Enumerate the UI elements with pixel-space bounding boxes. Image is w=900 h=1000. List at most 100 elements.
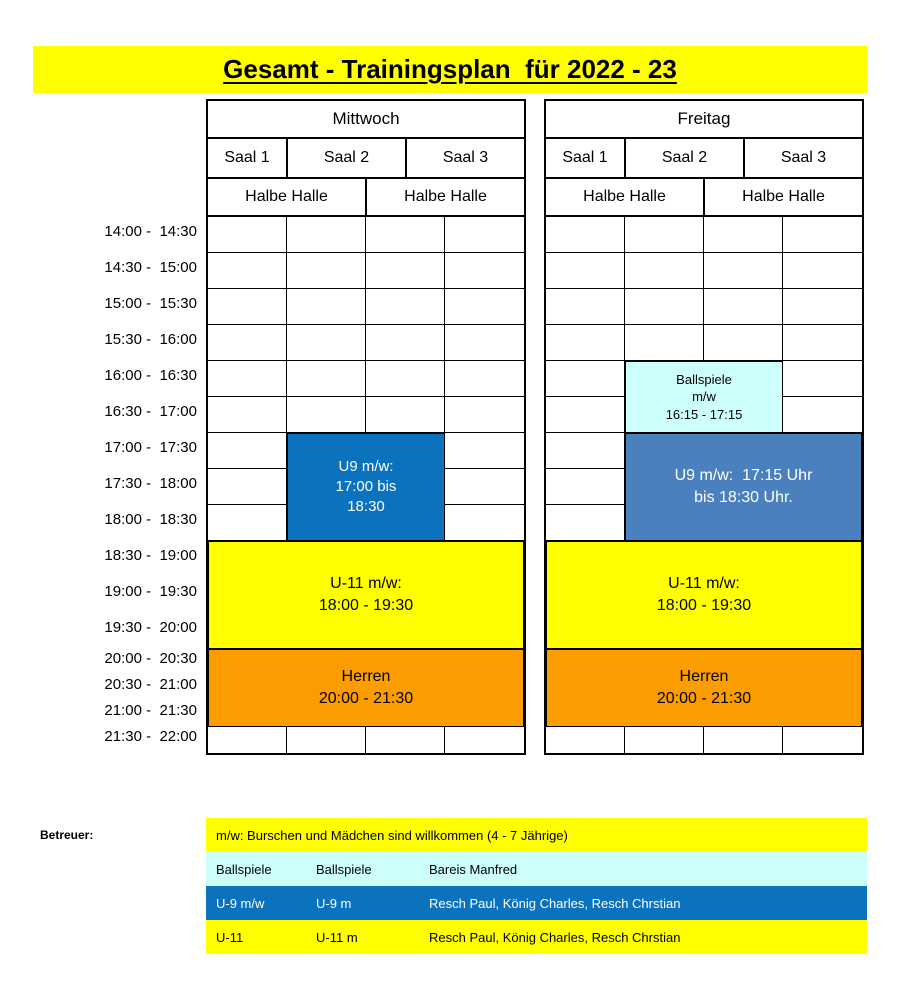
schedule-cell[interactable] (445, 361, 524, 397)
betreuer-label: Betreuer: (40, 828, 94, 842)
schedule-cell[interactable] (445, 433, 524, 469)
time-slot-label: 20:30 - 21:00 (104, 675, 197, 693)
schedule-cell[interactable] (625, 325, 704, 361)
schedule-cell[interactable] (546, 253, 625, 289)
schedule-cell[interactable] (208, 361, 287, 397)
day-table-freitag: Freitag Saal 1 Saal 2 Saal 3 Halbe Halle Halb… (544, 99, 864, 755)
schedule-cell[interactable] (208, 433, 287, 469)
schedule-cell[interactable] (208, 505, 287, 541)
schedule-cell[interactable] (445, 397, 524, 433)
schedule-cell[interactable] (287, 397, 366, 433)
schedule-cell[interactable] (546, 727, 625, 753)
schedule-cell[interactable] (445, 325, 524, 361)
event-block-u11-freitag[interactable]: U-11 m/w: 18:00 - 19:30 (546, 541, 862, 649)
schedule-cell[interactable] (783, 289, 862, 325)
schedule-cell[interactable] (287, 289, 366, 325)
legend-row-legend-u9: U-9 m/w U-9 m Resch Paul, König Charles, R… (206, 886, 867, 920)
legend-group-alt: U-11 m (316, 929, 358, 945)
event-line: U9 m/w: (338, 457, 394, 475)
time-slot-label: 19:30 - 20:00 (104, 618, 197, 636)
saal-header-row: Saal 1 Saal 2 Saal 3 (208, 139, 524, 179)
event-line: U9 m/w: 17:15 Uhr (674, 467, 813, 485)
schedule-cell[interactable] (445, 253, 524, 289)
event-block-u9-mittwoch[interactable]: U9 m/w: 17:00 bis 18:30 (287, 433, 445, 541)
schedule-cell[interactable] (625, 217, 704, 253)
schedule-cell[interactable] (783, 325, 862, 361)
event-line: Herren (679, 668, 729, 686)
halle-header-2: Halbe Halle (404, 188, 487, 205)
schedule-cell[interactable] (366, 325, 445, 361)
event-block-ballspiele-freitag[interactable]: Ballspiele m/w 16:15 - 17:15 (625, 361, 783, 433)
schedule-cell[interactable] (366, 361, 445, 397)
event-block-herren-mittwoch[interactable]: Herren 20:00 - 21:30 (208, 649, 524, 727)
event-line: U-11 m/w: (330, 575, 402, 593)
schedule-cell[interactable] (287, 361, 366, 397)
halle-header-1: Halbe Halle (208, 179, 367, 215)
time-slot-label: 14:30 - 15:00 (104, 258, 197, 276)
schedule-cell[interactable] (287, 253, 366, 289)
schedule-cell[interactable] (704, 253, 783, 289)
schedule-cell[interactable] (783, 361, 862, 397)
schedule-cell[interactable] (546, 289, 625, 325)
schedule-cell[interactable] (546, 361, 625, 397)
event-block-herren-freitag[interactable]: Herren 20:00 - 21:30 (546, 649, 862, 727)
saal-header-2: Saal 2 (288, 139, 407, 177)
saal-header-1: Saal 1 (546, 139, 626, 177)
schedule-cell[interactable] (366, 289, 445, 325)
schedule-cell[interactable] (625, 253, 704, 289)
schedule-cell[interactable] (783, 253, 862, 289)
schedule-cell[interactable] (366, 727, 445, 753)
schedule-cell[interactable] (546, 325, 625, 361)
schedule-cell[interactable] (783, 217, 862, 253)
schedule-cell[interactable] (208, 727, 287, 753)
saal-header-1: Saal 1 (208, 139, 288, 177)
schedule-cell[interactable] (783, 727, 862, 753)
title-banner: Gesamt - Trainingsplan für 2022 - 23 (33, 46, 867, 93)
schedule-cell[interactable] (366, 217, 445, 253)
saal-header-3: Saal 3 (780, 149, 827, 166)
legend-group-alt: Ballspiele (316, 861, 372, 877)
schedule-cell[interactable] (445, 727, 524, 753)
time-slot-label: 20:00 - 20:30 (104, 649, 197, 667)
schedule-cell[interactable] (208, 253, 287, 289)
event-block-u9-freitag[interactable]: U9 m/w: 17:15 Uhr bis 18:30 Uhr. (625, 433, 862, 541)
schedule-cell[interactable] (704, 289, 783, 325)
schedule-cell[interactable] (208, 289, 287, 325)
schedule-cell[interactable] (208, 325, 287, 361)
schedule-cell[interactable] (287, 217, 366, 253)
legend-group: U-11 (216, 929, 244, 945)
event-block-u11-mittwoch[interactable]: U-11 m/w: 18:00 - 19:30 (208, 541, 524, 649)
schedule-cell[interactable] (445, 289, 524, 325)
schedule-cell[interactable] (445, 469, 524, 505)
day-title: Mittwoch (208, 101, 524, 139)
schedule-cell[interactable] (287, 325, 366, 361)
halle-header-1: Halbe Halle (546, 179, 705, 215)
schedule-cell[interactable] (625, 289, 704, 325)
schedule-cell[interactable] (546, 433, 625, 469)
schedule-cell[interactable] (208, 217, 287, 253)
schedule-cell[interactable] (208, 397, 287, 433)
grid-body: Ballspiele m/w 16:15 - 17:15 U9 m/w: 17:15 … (546, 217, 862, 753)
schedule-cell[interactable] (208, 469, 287, 505)
schedule-cell[interactable] (366, 253, 445, 289)
schedule-cell[interactable] (287, 727, 366, 753)
time-slot-label: 18:00 - 18:30 (104, 510, 197, 528)
schedule-cell[interactable] (445, 217, 524, 253)
saal-header-3: Saal 3 (442, 149, 489, 166)
schedule-cell[interactable] (546, 469, 625, 505)
schedule-cell[interactable] (704, 217, 783, 253)
legend-group: U-9 m/w (216, 895, 265, 911)
schedule-cell[interactable] (783, 397, 862, 433)
time-slot-label: 14:00 - 14:30 (104, 222, 197, 240)
event-line: 18:00 - 19:30 (318, 597, 414, 614)
schedule-cell[interactable] (445, 505, 524, 541)
halle-header-2: Halbe Halle (742, 188, 825, 205)
time-row-list: 14:00 - 14:30 14:30 - 15:00 15:00 - 15:30 1… (33, 213, 205, 749)
schedule-cell[interactable] (704, 325, 783, 361)
schedule-cell[interactable] (546, 397, 625, 433)
schedule-cell[interactable] (546, 505, 625, 541)
schedule-cell[interactable] (625, 727, 704, 753)
schedule-cell[interactable] (546, 217, 625, 253)
schedule-cell[interactable] (366, 397, 445, 433)
schedule-cell[interactable] (704, 727, 783, 753)
